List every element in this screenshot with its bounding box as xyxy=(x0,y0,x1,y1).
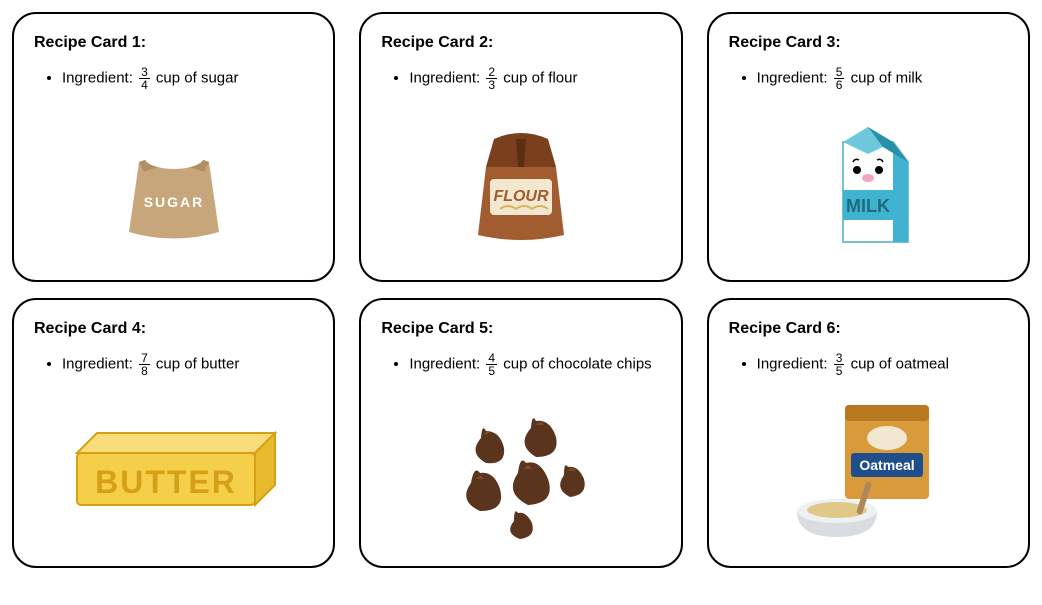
ingredient-prefix: Ingredient: xyxy=(757,69,828,86)
svg-text:BUTTER: BUTTER xyxy=(95,464,237,500)
ingredient-prefix: Ingredient: xyxy=(62,355,133,372)
ingredient-item: Ingredient: 35 cup of oatmeal xyxy=(757,352,1008,377)
ingredient-fraction: 23 xyxy=(486,66,497,91)
card-title: Recipe Card 1: xyxy=(34,34,313,52)
ingredient-suffix: cup of butter xyxy=(156,355,239,372)
ingredient-suffix: cup of flour xyxy=(503,69,577,86)
oatmeal-icon: Oatmeal xyxy=(729,385,1008,550)
ingredient-prefix: Ingredient: xyxy=(62,69,133,86)
recipe-card-3: Recipe Card 3: Ingredient: 56 cup of mil… xyxy=(707,12,1030,282)
ingredient-list: Ingredient: 35 cup of oatmeal xyxy=(729,352,1008,377)
ingredient-list: Ingredient: 45 cup of chocolate chips xyxy=(381,352,660,377)
ingredient-suffix: cup of oatmeal xyxy=(851,355,949,372)
ingredient-list: Ingredient: 23 cup of flour xyxy=(381,66,660,91)
chocolate-chips-icon xyxy=(381,385,660,550)
ingredient-item: Ingredient: 45 cup of chocolate chips xyxy=(409,352,660,377)
svg-text:FLOUR: FLOUR xyxy=(493,188,549,205)
recipe-card-4: Recipe Card 4: Ingredient: 78 cup of but… xyxy=(12,298,335,568)
ingredient-fraction: 45 xyxy=(486,352,497,377)
card-title: Recipe Card 6: xyxy=(729,320,1008,338)
card-title: Recipe Card 3: xyxy=(729,34,1008,52)
recipe-card-6: Recipe Card 6: Ingredient: 35 cup of oat… xyxy=(707,298,1030,568)
svg-text:Oatmeal: Oatmeal xyxy=(860,457,915,473)
ingredient-item: Ingredient: 34 cup of sugar xyxy=(62,66,313,91)
card-title: Recipe Card 5: xyxy=(381,320,660,338)
ingredient-item: Ingredient: 56 cup of milk xyxy=(757,66,1008,91)
butter-icon: BUTTER xyxy=(34,385,313,550)
ingredient-suffix: cup of milk xyxy=(851,69,923,86)
recipe-card-2: Recipe Card 2: Ingredient: 23 cup of flo… xyxy=(359,12,682,282)
recipe-card-grid: Recipe Card 1: Ingredient: 34 cup of sug… xyxy=(12,12,1030,568)
ingredient-suffix: cup of sugar xyxy=(156,69,239,86)
card-title: Recipe Card 2: xyxy=(381,34,660,52)
ingredient-list: Ingredient: 78 cup of butter xyxy=(34,352,313,377)
flour-icon: FLOUR xyxy=(381,99,660,264)
ingredient-prefix: Ingredient: xyxy=(409,69,480,86)
ingredient-prefix: Ingredient: xyxy=(409,355,480,372)
sugar-icon: SUGAR xyxy=(34,99,313,264)
ingredient-suffix: cup of chocolate chips xyxy=(503,355,651,372)
ingredient-fraction: 35 xyxy=(834,352,845,377)
ingredient-fraction: 34 xyxy=(139,66,150,91)
milk-icon: MILK xyxy=(729,99,1008,264)
ingredient-list: Ingredient: 34 cup of sugar xyxy=(34,66,313,91)
recipe-card-5: Recipe Card 5: Ingredient: 45 cup of cho… xyxy=(359,298,682,568)
ingredient-fraction: 56 xyxy=(834,66,845,91)
ingredient-list: Ingredient: 56 cup of milk xyxy=(729,66,1008,91)
svg-text:MILK: MILK xyxy=(846,196,890,216)
ingredient-fraction: 78 xyxy=(139,352,150,377)
card-title: Recipe Card 4: xyxy=(34,320,313,338)
ingredient-prefix: Ingredient: xyxy=(757,355,828,372)
ingredient-item: Ingredient: 23 cup of flour xyxy=(409,66,660,91)
svg-text:SUGAR: SUGAR xyxy=(143,194,204,210)
ingredient-item: Ingredient: 78 cup of butter xyxy=(62,352,313,377)
recipe-card-1: Recipe Card 1: Ingredient: 34 cup of sug… xyxy=(12,12,335,282)
